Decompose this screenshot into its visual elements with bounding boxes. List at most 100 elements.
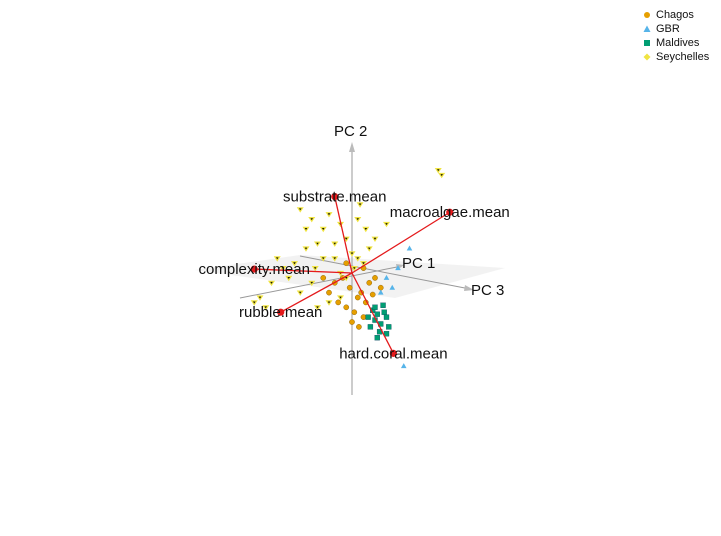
point-chagos-10: [369, 291, 376, 298]
pc3-axis-line: [299, 255, 471, 290]
point-seychelles-10: [342, 236, 350, 243]
point-maldives-1: [374, 311, 380, 317]
vector-tip-hard-coral-mean: [389, 349, 397, 357]
point-seychelles-20: [262, 305, 270, 311]
point-gbr-1: [395, 265, 401, 271]
point-seychelles-21: [296, 290, 304, 296]
point-seychelles-3: [308, 217, 316, 223]
point-seychelles-30: [325, 300, 333, 306]
legend-label-maldives: Maldives: [656, 37, 700, 49]
legend-marker-maldives: [642, 38, 652, 48]
point-maldives-6: [367, 324, 374, 330]
legend-label-seychelles: Seychelles: [656, 51, 710, 63]
pc1-label: PC 1: [402, 255, 435, 272]
vector-hard-coral-mean: [351, 272, 394, 354]
point-seychelles-19: [250, 300, 258, 306]
point-seychelles-23: [319, 256, 327, 262]
legend-marker-chagos: [642, 10, 652, 20]
vector-rubble-mean: [280, 272, 353, 313]
point-chagos-15: [372, 275, 378, 281]
point-seychelles-15: [279, 266, 287, 272]
point-gbr-2: [383, 274, 390, 280]
vector-complexity-mean: [254, 268, 353, 274]
point-seychelles-29: [350, 266, 358, 272]
point-seychelles-13: [302, 246, 310, 252]
point-seychelles-11: [331, 241, 339, 247]
point-seychelles-32: [336, 295, 345, 301]
vector-tip-substrate-mean: [331, 192, 339, 201]
point-maldives-13: [374, 335, 380, 341]
point-seychelles-2: [296, 207, 304, 213]
point-seychelles-38: [273, 256, 281, 262]
pc2-arrowhead: [349, 142, 355, 152]
point-maldives-11: [365, 314, 371, 320]
point-seychelles-8: [382, 221, 391, 228]
point-seychelles-6: [354, 217, 362, 223]
point-seychelles-4: [325, 212, 333, 218]
point-seychelles-12: [313, 241, 322, 247]
point-maldives-8: [386, 324, 392, 330]
vector-tip-rubble-mean: [277, 308, 285, 316]
data-points: [250, 168, 446, 369]
point-gbr-0: [406, 245, 413, 251]
point-seychelles-31: [313, 305, 322, 311]
point-maldives-9: [372, 304, 378, 310]
legend-label-gbr: GBR: [656, 23, 680, 35]
point-seychelles-24: [348, 251, 356, 257]
point-chagos-4: [354, 294, 361, 301]
point-chagos-18: [377, 284, 384, 291]
pc2-label: PC 2: [334, 123, 367, 140]
pc3-arrowhead: [464, 285, 474, 291]
point-chagos-2: [360, 314, 367, 320]
legend-item-chagos: Chagos: [642, 8, 709, 22]
point-maldives-10: [380, 302, 386, 308]
point-gbr-4: [400, 363, 407, 369]
point-seychelles-39: [356, 202, 364, 208]
legend-marker-seychelles: [642, 52, 652, 62]
point-chagos-12: [349, 319, 355, 325]
point-seychelles-26: [359, 261, 368, 267]
point-seychelles-22: [308, 280, 316, 287]
point-seychelles-36: [365, 246, 373, 252]
point-chagos-8: [366, 279, 373, 286]
legend-item-maldives: Maldives: [642, 36, 709, 50]
vector-label-complexity-mean: complexity.mean: [199, 261, 310, 278]
vector-tip-macroalgae-mean: [446, 208, 454, 216]
vector-tip-complexity-mean: [250, 265, 258, 273]
point-chagos-0: [343, 304, 350, 311]
point-maldives-2: [381, 309, 387, 315]
vector-label-hard-coral-mean: hard.coral.mean: [339, 345, 447, 362]
point-seychelles-37: [311, 266, 319, 272]
point-chagos-1: [351, 309, 358, 316]
point-seychelles-16: [285, 275, 293, 282]
point-seychelles-14: [290, 261, 299, 267]
point-seychelles-7: [362, 226, 370, 233]
point-seychelles-9: [371, 236, 379, 243]
pc-axes: PC 2 PC 1 PC 3: [239, 123, 504, 395]
point-seychelles-35: [331, 256, 339, 262]
pc1-axis-line: [239, 265, 403, 299]
point-seychelles-0: [434, 168, 442, 174]
vector-label-rubble-mean: rubble.mean: [239, 304, 322, 321]
point-chagos-17: [343, 260, 350, 267]
vector-label-substrate-mean: substrate.mean: [283, 189, 386, 206]
legend-item-gbr: GBR: [642, 22, 709, 36]
point-chagos-19: [320, 275, 327, 281]
legend-item-seychelles: Seychelles: [642, 50, 709, 64]
vector-macroalgae-mean: [351, 211, 451, 274]
point-seychelles-34: [319, 226, 327, 233]
point-chagos-13: [356, 324, 362, 330]
point-chagos-14: [326, 289, 332, 296]
point-seychelles-33: [302, 226, 310, 233]
point-chagos-6: [346, 284, 353, 291]
point-gbr-3: [389, 284, 396, 290]
legend-label-chagos: Chagos: [656, 9, 694, 21]
vector-label-macroalgae-mean: macroalgae.mean: [390, 204, 510, 221]
point-seychelles-18: [256, 295, 264, 301]
pc3-label: PC 3: [471, 282, 504, 299]
point-gbr-5: [377, 289, 384, 295]
point-maldives-5: [383, 314, 390, 320]
vector-substrate-mean: [334, 196, 353, 274]
